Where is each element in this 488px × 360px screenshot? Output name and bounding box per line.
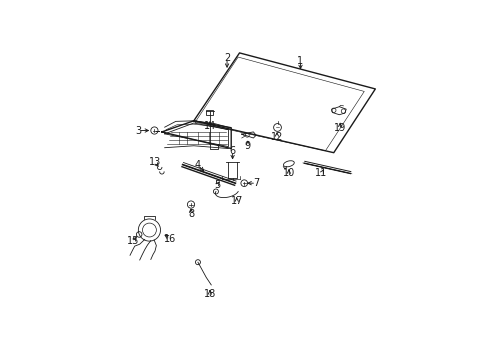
Text: 13: 13: [148, 157, 161, 167]
Text: 16: 16: [164, 234, 176, 244]
Bar: [206, 110, 213, 115]
Text: 8: 8: [187, 209, 194, 219]
Text: 19: 19: [333, 123, 346, 133]
Text: 9: 9: [244, 141, 250, 151]
Text: 6: 6: [229, 146, 235, 156]
Text: 11: 11: [315, 168, 327, 179]
Text: 2: 2: [224, 53, 230, 63]
Text: 5: 5: [214, 180, 220, 190]
Text: 14: 14: [203, 121, 216, 131]
Text: 10: 10: [282, 168, 294, 179]
Text: 3: 3: [135, 126, 141, 135]
Text: 1: 1: [297, 56, 303, 66]
Text: 17: 17: [230, 196, 243, 206]
Text: 18: 18: [203, 289, 216, 299]
Text: 4: 4: [195, 160, 201, 170]
Text: 15: 15: [126, 237, 139, 246]
Text: 7: 7: [252, 178, 259, 188]
Text: 12: 12: [270, 132, 283, 143]
